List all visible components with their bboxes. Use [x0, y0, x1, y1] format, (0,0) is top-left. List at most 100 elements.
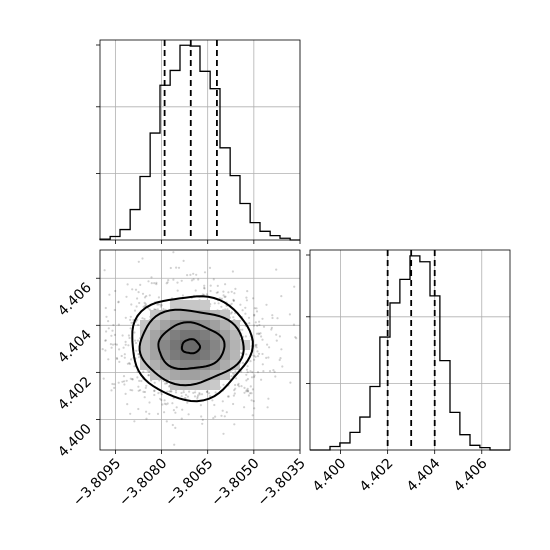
scatter-point	[254, 343, 257, 347]
scatter-point	[213, 302, 216, 305]
scatter-point	[186, 395, 189, 398]
density-cell	[190, 350, 200, 360]
scatter-point	[153, 389, 156, 393]
scatter-point	[153, 389, 156, 392]
scatter-point	[177, 266, 181, 269]
contour-level	[138, 308, 245, 387]
scatter-point	[225, 411, 228, 414]
axes-frame	[309, 249, 511, 451]
density-cell	[200, 340, 210, 350]
scatter-point	[250, 399, 253, 402]
scatter-point	[139, 389, 142, 392]
scatter-point	[261, 352, 264, 356]
scatter-point	[224, 283, 227, 286]
scatter-point	[255, 343, 258, 346]
scatter-point	[183, 397, 186, 400]
scatter-point	[128, 336, 131, 340]
scatter-point	[243, 386, 246, 389]
scatter-point	[111, 329, 114, 332]
scatter-point	[165, 403, 168, 406]
scatter-point	[174, 426, 177, 429]
scatter-point	[186, 274, 189, 277]
scatter-point	[148, 412, 151, 415]
scatter-point	[107, 320, 110, 323]
scatter-point	[129, 412, 132, 415]
density-cell	[220, 370, 230, 380]
scatter-point	[200, 415, 203, 418]
scatter-point	[233, 423, 236, 426]
scatter-point	[108, 293, 111, 296]
scatter-point	[184, 393, 188, 396]
scatter-point	[253, 407, 256, 410]
scatter-point	[131, 378, 134, 381]
scatter-point	[171, 423, 174, 427]
scatter-point	[144, 386, 147, 389]
y-tick-label: 4.404	[55, 327, 95, 367]
scatter-point	[205, 390, 208, 394]
scatter-point	[245, 389, 248, 392]
density-cell	[230, 340, 240, 350]
scatter-point	[226, 395, 230, 398]
density-cell	[160, 360, 170, 370]
scatter-point	[257, 332, 260, 335]
scatter-point	[145, 295, 148, 298]
panel-bottom-right-histogram	[310, 250, 510, 451]
x-tick-label: −3.8080	[116, 456, 170, 510]
density-cell	[160, 320, 170, 330]
scatter-point	[253, 374, 256, 377]
scatter-point	[176, 281, 179, 284]
density-cell	[230, 350, 240, 360]
scatter-point	[214, 415, 217, 418]
scatter-point	[192, 391, 195, 394]
scatter-point	[276, 317, 279, 320]
scatter-point	[230, 311, 233, 314]
density-cell	[180, 300, 190, 310]
scatter-point	[223, 295, 226, 299]
scatter-point	[137, 407, 140, 411]
scatter-point	[165, 382, 168, 385]
scatter-point	[232, 372, 235, 375]
scatter-point	[215, 291, 218, 294]
scatter-point	[234, 387, 237, 390]
density-cell	[160, 350, 170, 360]
scatter-point	[246, 390, 250, 393]
scatter-point	[129, 327, 132, 330]
scatter-point	[220, 414, 223, 417]
scatter-point	[249, 392, 252, 395]
scatter-point	[245, 299, 248, 302]
scatter-point	[104, 339, 107, 342]
x-tick-label: −3.8035	[255, 456, 309, 510]
scatter-point	[175, 406, 178, 409]
scatter-point	[255, 310, 259, 313]
scatter-point	[220, 297, 223, 300]
scatter-point	[196, 397, 199, 400]
scatter-point	[153, 282, 156, 285]
contours	[131, 295, 254, 403]
density-cell	[220, 330, 230, 340]
density-cell	[150, 320, 160, 330]
scatter-point	[251, 371, 254, 374]
scatter-point	[136, 297, 139, 300]
scatter-point	[184, 397, 187, 400]
scatter-point	[197, 394, 200, 397]
scatter-point	[166, 402, 169, 405]
scatter-point	[180, 391, 183, 395]
scatter-point	[209, 284, 212, 287]
density-cell	[210, 350, 220, 360]
scatter-point	[124, 392, 127, 395]
scatter-point	[105, 315, 108, 318]
histogram-step	[310, 255, 510, 451]
scatter-point	[272, 369, 275, 372]
scatter-point	[239, 303, 242, 306]
scatter-point	[127, 334, 130, 337]
scatter-point	[230, 375, 233, 378]
scatter-point	[246, 377, 249, 381]
contour-level	[157, 321, 226, 371]
scatter-point	[159, 397, 162, 400]
scatter-point	[156, 303, 159, 306]
scatter-point	[168, 385, 171, 388]
scatter-point	[273, 370, 276, 373]
density-cell	[150, 350, 160, 360]
scatter-point	[268, 370, 272, 373]
scatter-point	[169, 390, 172, 393]
